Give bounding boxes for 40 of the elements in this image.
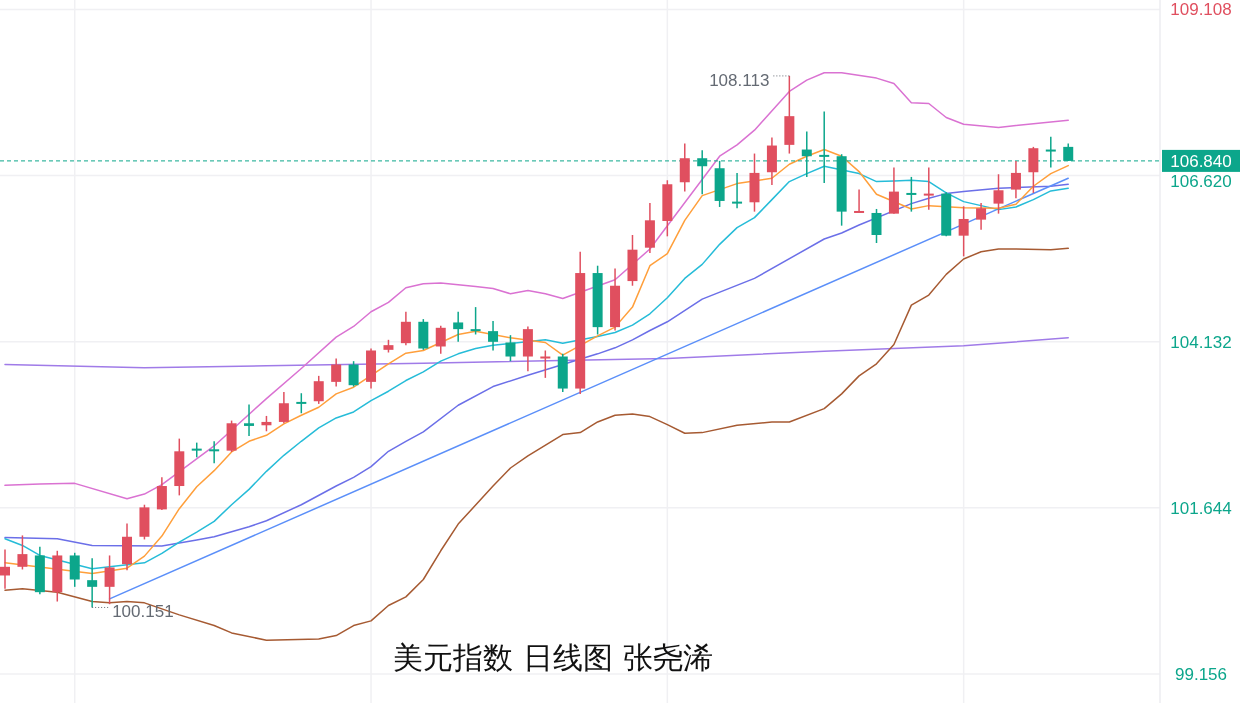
candlestick <box>453 311 464 343</box>
y-tick-label: 101.644 <box>1170 498 1232 518</box>
candlestick <box>348 360 359 388</box>
candlestick <box>1010 160 1021 200</box>
candlestick <box>854 188 865 213</box>
candlestick <box>505 334 516 362</box>
candlestick <box>958 205 969 258</box>
line-series <box>4 337 1069 369</box>
candlestick <box>296 392 307 414</box>
candlestick <box>888 166 899 215</box>
candlestick <box>313 375 324 405</box>
candlestick <box>278 391 289 425</box>
candlestick <box>104 554 115 605</box>
ref-line-label: 106.840 <box>1170 151 1232 171</box>
candlestick <box>87 557 98 609</box>
text: 美元指数 日线图 张尧浠 <box>393 640 713 675</box>
candlestick <box>540 349 551 379</box>
candlestick <box>993 173 1004 215</box>
candlestick <box>732 172 743 210</box>
candlestick <box>209 440 220 465</box>
y-tick-label: 104.132 <box>1170 332 1232 352</box>
y-tick-label: 109.108 <box>1170 0 1232 20</box>
line-series <box>4 247 1069 641</box>
y-tick-label: 99.156 <box>1175 664 1227 684</box>
candlestick <box>17 534 28 571</box>
annotation: 100.151 <box>112 602 174 622</box>
candlestick <box>244 403 255 437</box>
candlestick <box>470 306 481 336</box>
candlestick <box>906 176 917 213</box>
candlestick <box>156 476 167 511</box>
candlestick <box>871 208 882 244</box>
candlestick <box>976 202 987 231</box>
candlestick <box>331 357 342 388</box>
candlestick <box>435 325 446 355</box>
candlestick <box>923 166 934 211</box>
y-tick-label: 106.620 <box>1170 171 1232 191</box>
annotation: 108.113 <box>709 70 770 90</box>
candlestick <box>400 311 411 346</box>
candlestick <box>488 320 499 352</box>
candlestick <box>0 548 10 590</box>
